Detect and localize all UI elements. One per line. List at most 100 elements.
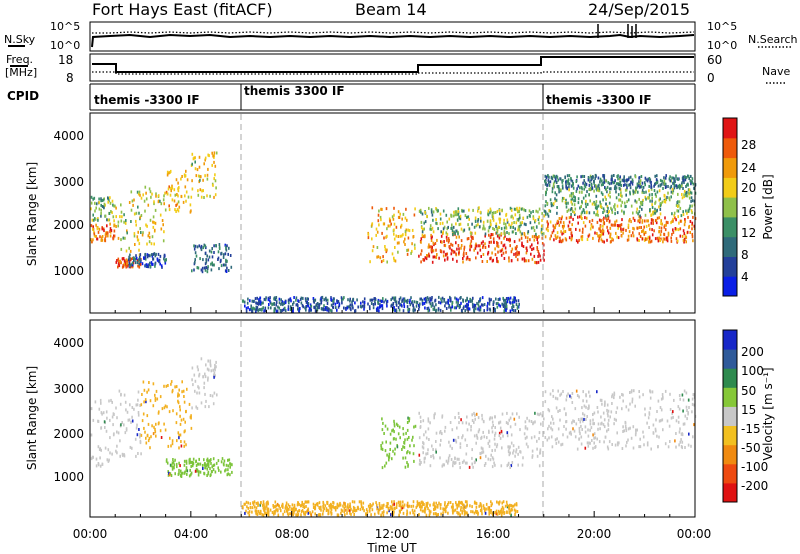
power-cell <box>420 252 422 256</box>
power-cell <box>164 208 167 212</box>
power-cell <box>479 305 482 309</box>
freq-tick-18: 18 <box>58 53 73 67</box>
power-cell <box>666 236 669 240</box>
velocity-cell <box>471 413 473 417</box>
velocity-cell <box>552 417 554 421</box>
power-cell <box>559 239 562 243</box>
velocity-cell <box>385 461 388 465</box>
velocity-cell <box>462 434 464 438</box>
power-cell <box>488 302 491 306</box>
power-cell <box>129 249 132 253</box>
power-cell <box>549 180 552 184</box>
power-cell <box>214 164 217 168</box>
power-cell <box>549 220 552 224</box>
power-cell <box>495 224 497 228</box>
velocity-cell <box>586 441 589 445</box>
power-cell <box>132 203 134 207</box>
power-cell <box>638 215 640 219</box>
power-cell <box>149 254 151 258</box>
power-cell <box>498 217 500 221</box>
power-cell <box>537 254 539 258</box>
power-cell <box>497 225 500 229</box>
power-cell <box>313 298 316 302</box>
power-cell <box>605 197 607 201</box>
velocity-cell <box>147 388 150 392</box>
nsky-tick-top: 10^5 <box>50 20 80 33</box>
velocity-colorbar-band <box>723 368 737 388</box>
power-cell <box>610 239 612 243</box>
power-cell <box>292 302 294 306</box>
power-cell <box>621 218 623 222</box>
velocity-cell <box>639 445 642 449</box>
power-cell <box>455 300 458 304</box>
power-cell <box>149 261 151 265</box>
velocity-cell <box>514 454 516 458</box>
power-cell <box>525 246 528 250</box>
velocity-cell <box>500 509 502 513</box>
velocity-cell <box>194 469 197 473</box>
power-cell <box>575 227 577 231</box>
velocity-cell <box>419 425 422 429</box>
velocity-cell <box>393 422 396 426</box>
power-cell <box>486 304 489 308</box>
power-cell <box>149 265 152 268</box>
velocity-cell <box>386 504 389 508</box>
power-cell <box>399 212 401 216</box>
velocity-cell <box>423 433 425 437</box>
velocity-cell <box>186 472 188 476</box>
power-cell <box>432 249 435 253</box>
power-cell <box>478 225 481 229</box>
power-cell <box>404 299 407 303</box>
power-cell <box>599 234 602 238</box>
power-cell <box>690 191 693 195</box>
power-cell <box>479 297 482 301</box>
velocity-cell <box>514 422 517 426</box>
power-cell <box>686 194 689 198</box>
power-cell <box>402 297 405 301</box>
power-cell <box>606 210 608 213</box>
power-cell <box>308 309 310 313</box>
power-cell <box>487 213 490 217</box>
power-cell <box>512 216 514 220</box>
power-cell <box>556 185 559 188</box>
velocity-cell <box>185 468 188 472</box>
velocity-cell <box>197 470 200 474</box>
velocity-cell <box>366 511 369 515</box>
power-cell <box>169 193 172 197</box>
velocity-cell <box>592 433 594 437</box>
power-cell <box>650 239 653 243</box>
velocity-cell <box>206 367 209 371</box>
power-cell <box>494 211 497 214</box>
power-cell <box>397 306 400 310</box>
power-cell <box>152 262 154 266</box>
power-cell <box>685 209 687 213</box>
power-cell <box>692 182 695 186</box>
power-cell <box>193 156 196 160</box>
velocity-cell <box>452 464 454 468</box>
power-cell <box>194 258 196 262</box>
velocity-cell <box>146 433 149 437</box>
power-cell <box>636 182 639 186</box>
power-cell <box>155 194 157 198</box>
velocity-cell <box>172 409 174 413</box>
velocity-cell <box>546 438 549 442</box>
velocity-cell <box>175 462 178 466</box>
power-cell <box>553 180 556 184</box>
power-cell <box>439 212 442 216</box>
velocity-cell <box>428 509 431 513</box>
velocity-cell <box>223 459 226 463</box>
velocity-cell <box>625 405 628 409</box>
power-cell <box>409 303 412 307</box>
power-cell <box>545 191 547 195</box>
power-cell <box>620 234 623 238</box>
power-cell <box>176 208 179 212</box>
power-cell <box>606 185 609 189</box>
velocity-cell <box>353 507 356 510</box>
power-cell <box>659 212 662 216</box>
power-cell <box>108 212 111 215</box>
velocity-cell <box>569 430 572 434</box>
velocity-cell <box>608 440 611 444</box>
power-cell <box>211 163 213 167</box>
power-cell <box>515 221 518 225</box>
power-cell <box>445 231 448 235</box>
